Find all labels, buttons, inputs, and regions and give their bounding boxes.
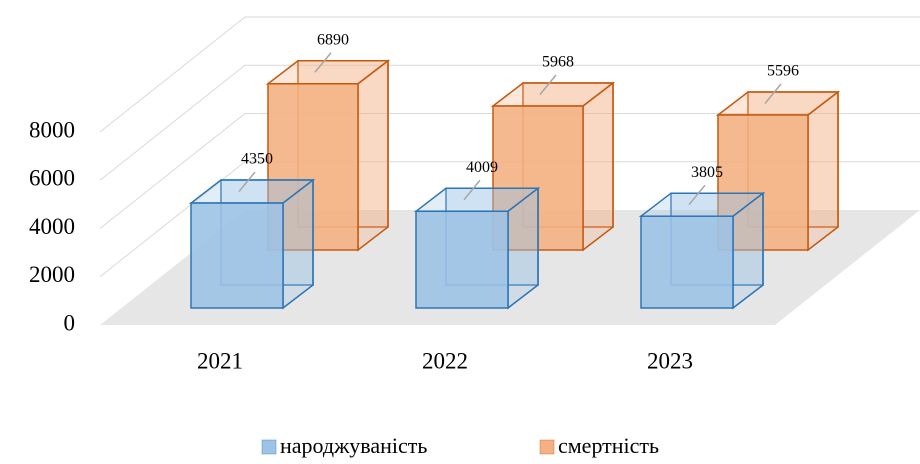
grid-line (99, 161, 920, 278)
data-label: 4350 (241, 151, 273, 168)
y-tick-label: 0 (64, 310, 76, 335)
bar (415, 210, 509, 309)
bar (640, 215, 734, 309)
y-tick-label: 2000 (29, 262, 75, 287)
x-tick-label: 2021 (197, 348, 243, 373)
grid-line (99, 16, 920, 133)
bar-3d (265, 59, 391, 252)
leader-line (539, 74, 557, 95)
leader-line (688, 184, 706, 206)
data-label: 5968 (542, 54, 574, 71)
legend-label: смертність (558, 433, 659, 458)
x-tick-label: 2022 (422, 348, 468, 373)
grid-line (99, 113, 920, 229)
leader-line (238, 171, 256, 193)
x-tick-label: 2023 (647, 348, 693, 373)
legend-swatch (261, 439, 277, 455)
bar-3d (638, 191, 766, 310)
leader-line (463, 179, 481, 201)
bar-3d (188, 178, 316, 310)
bar-side (582, 81, 614, 252)
y-tick-label: 6000 (29, 166, 75, 191)
leader-line (314, 52, 332, 73)
data-label: 4009 (466, 159, 498, 176)
bar-3d (413, 186, 541, 310)
leader-line (764, 83, 782, 104)
legend-label: народжуваність (280, 433, 427, 458)
legend-swatch (539, 439, 555, 455)
y-tick-label: 8000 (29, 117, 75, 142)
bar-side (807, 90, 839, 252)
bar (190, 202, 284, 309)
data-label: 5596 (767, 63, 799, 80)
data-label: 3805 (691, 164, 723, 181)
grid-line (99, 64, 920, 181)
bar-side (357, 59, 389, 252)
y-tick-label: 4000 (29, 214, 75, 239)
data-label: 6890 (317, 31, 349, 48)
